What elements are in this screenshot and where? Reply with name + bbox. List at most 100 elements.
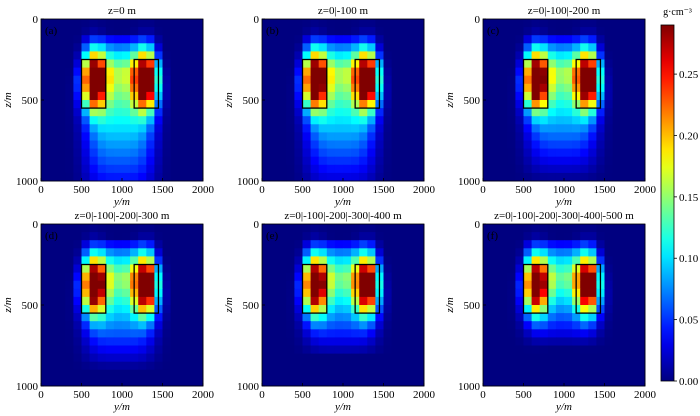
heatmap-cell	[499, 100, 508, 109]
heatmap-cell	[612, 361, 622, 371]
heatmap-cell	[162, 43, 171, 52]
heatmap-cell	[97, 272, 107, 282]
heatmap-cell	[178, 35, 188, 44]
heatmap-cell	[113, 321, 123, 330]
heatmap-cell	[499, 108, 508, 117]
heatmap-cell	[620, 59, 630, 68]
heatmap-cell	[146, 264, 155, 273]
heatmap-cell	[507, 353, 516, 363]
heatmap-cell	[122, 43, 131, 52]
heatmap-cell	[399, 67, 409, 77]
heatmap-cell	[73, 377, 82, 387]
heatmap-cell	[138, 172, 147, 182]
heatmap-cell	[564, 83, 573, 93]
heatmap-cell	[531, 172, 541, 182]
heatmap-cell	[170, 232, 180, 241]
heatmap-cell	[399, 313, 409, 322]
heatmap-cell	[539, 75, 549, 85]
heatmap-cell	[186, 345, 196, 354]
heatmap-cell	[334, 91, 344, 101]
heatmap-cell	[270, 305, 279, 314]
heatmap-cell	[415, 35, 425, 44]
heatmap-cell	[596, 140, 605, 149]
heatmap-cell	[407, 232, 417, 241]
heatmap-cell	[523, 313, 532, 322]
heatmap-cell	[89, 313, 99, 322]
heatmap-cell	[407, 264, 417, 273]
heatmap-cell	[178, 172, 188, 182]
heatmap-cell	[318, 172, 328, 182]
heatmap-cell	[194, 369, 204, 379]
heatmap-cell	[547, 91, 557, 101]
heatmap-cell	[178, 240, 188, 249]
heatmap-cell	[580, 148, 589, 158]
heatmap-cell	[612, 67, 622, 77]
heatmap-cell	[612, 124, 622, 133]
heatmap-cell	[138, 224, 147, 233]
heatmap-cell	[49, 43, 58, 52]
heatmap-cell	[105, 232, 115, 241]
heatmap-cell	[572, 313, 581, 322]
heatmap-cell	[407, 164, 417, 174]
heatmap-cell	[65, 140, 74, 149]
heatmap-cell	[491, 232, 500, 241]
heatmap-cell	[130, 108, 139, 117]
heatmap-cell	[278, 240, 287, 249]
heatmap-cell	[507, 132, 516, 141]
heatmap-cell	[515, 305, 524, 314]
heatmap-cell	[194, 51, 204, 60]
heatmap-cell	[620, 148, 630, 158]
heatmap-cell	[294, 100, 303, 109]
heatmap-cell	[596, 240, 605, 249]
heatmap-cell	[278, 172, 287, 182]
heatmap-cell	[89, 51, 99, 60]
heatmap-cell	[343, 272, 352, 282]
true-body-outline-2	[575, 263, 602, 314]
heatmap-cell	[407, 369, 417, 379]
heatmap-cell	[326, 264, 336, 273]
heatmap-cell	[162, 337, 171, 346]
heatmap-cell	[286, 224, 295, 233]
heatmap-cell	[186, 91, 196, 101]
heatmap-cell	[539, 272, 549, 282]
heatmap-cell	[65, 377, 74, 387]
heatmap-cell	[515, 353, 524, 363]
heatmap-cell	[507, 100, 516, 109]
heatmap-cell	[302, 100, 311, 109]
heatmap-cell	[539, 100, 549, 109]
heatmap-cell	[178, 51, 188, 60]
heatmap-cell	[555, 27, 565, 36]
heatmap-cell	[278, 288, 287, 298]
heatmap-cell	[620, 240, 630, 249]
heatmap-cell	[407, 337, 417, 346]
heatmap-cell	[105, 337, 115, 346]
heatmap-cell	[154, 51, 163, 60]
heatmap-cell	[564, 100, 573, 109]
heatmap-cell	[73, 264, 82, 273]
heatmap-cell	[262, 59, 271, 68]
heatmap-cell	[194, 35, 204, 44]
heatmap-cell	[391, 288, 401, 298]
heatmap-cell	[612, 43, 622, 52]
heatmap-cell	[343, 67, 352, 77]
heatmap-cell	[596, 132, 605, 141]
heatmap-cell	[531, 91, 541, 101]
heatmap-cell	[351, 172, 360, 182]
y-tick-label: 0	[33, 14, 39, 26]
heatmap-cell	[186, 240, 196, 249]
heatmap-cell	[359, 27, 368, 36]
heatmap-cell	[302, 248, 311, 257]
heatmap-cell	[294, 51, 303, 60]
heatmap-cell	[620, 345, 630, 354]
true-body-outline-2	[354, 58, 381, 109]
heatmap-cell	[130, 35, 139, 44]
heatmap-cell	[286, 19, 295, 28]
heatmap-cell	[41, 83, 50, 93]
heatmap-cell	[572, 148, 581, 158]
heatmap-cell	[278, 67, 287, 77]
heatmap-cell	[483, 27, 492, 36]
heatmap-cell	[146, 313, 155, 322]
heatmap-cell	[628, 248, 638, 257]
heatmap-cell	[620, 19, 630, 28]
heatmap-cell	[170, 256, 180, 265]
